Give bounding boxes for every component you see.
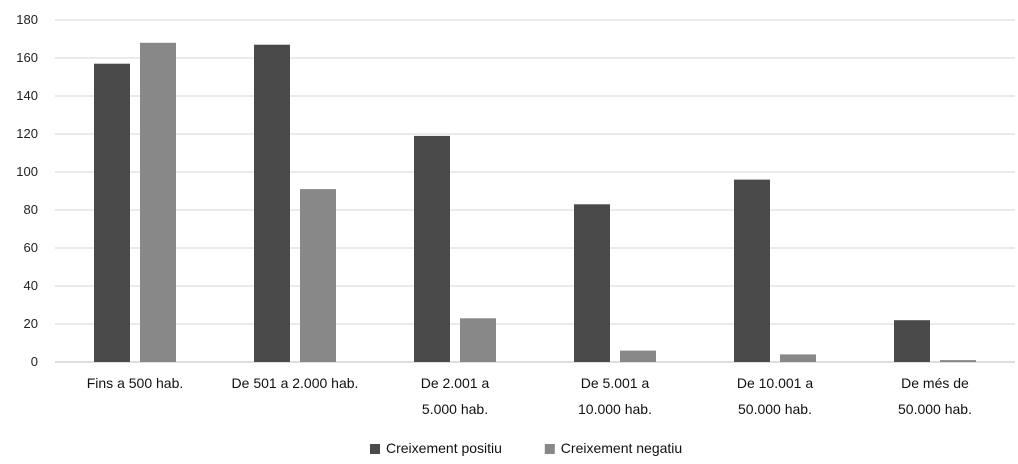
y-tick-label-40: 40 (24, 278, 38, 293)
gridlines (55, 19, 1015, 363)
legend: Creixement positiu Creixement negatiu (370, 440, 682, 456)
bar-series1-cat0 (140, 42, 176, 363)
bar-series0-cat5 (894, 320, 930, 362)
legend-label-0: Creixement positiu (386, 440, 502, 456)
y-tick-label-180: 180 (16, 12, 38, 27)
bar-series0-cat1 (254, 44, 290, 362)
bar-series0-cat4 (734, 179, 770, 362)
y-tick-label-160: 160 (16, 50, 38, 65)
x-category-label-2: De 2.001 a 5.000 hab. (421, 375, 490, 417)
bars (94, 42, 976, 363)
bar-series0-cat2 (414, 135, 450, 362)
y-tick-label-140: 140 (16, 88, 38, 103)
x-category-label-3: De 5.001 a 10.000 hab. (578, 375, 652, 417)
y-tick-label-60: 60 (24, 240, 38, 255)
bar-series0-cat3 (574, 204, 610, 362)
x-category-label-0: Fins a 500 hab. (87, 375, 184, 391)
bar-series1-cat3 (620, 350, 656, 362)
bar-series0-cat0 (94, 63, 130, 362)
x-category-label-4: De 10.001 a 50.000 hab. (737, 375, 813, 417)
legend-label-1: Creixement negatiu (561, 440, 682, 456)
y-tick-label-100: 100 (16, 164, 38, 179)
x-category-label-1: De 501 a 2.000 hab. (232, 375, 359, 391)
x-axis-category-labels: Fins a 500 hab. De 501 a 2.000 hab. De 2.0… (87, 375, 972, 417)
bar-series1-cat5 (940, 360, 976, 362)
bar-series1-cat4 (780, 354, 816, 362)
x-category-label-5: De més de 50.000 hab. (898, 375, 972, 417)
y-tick-label-120: 120 (16, 126, 38, 141)
legend-swatch-0 (370, 444, 380, 454)
legend-swatch-1 (544, 444, 555, 454)
y-tick-label-20: 20 (24, 316, 38, 331)
y-tick-label-80: 80 (24, 202, 38, 217)
bar-series1-cat2 (460, 318, 496, 362)
y-tick-label-0: 0 (31, 354, 38, 369)
y-axis-tick-labels: 0 20 40 60 80 100 120 140 160 180 (16, 12, 38, 369)
bar-series1-cat1 (300, 189, 336, 362)
